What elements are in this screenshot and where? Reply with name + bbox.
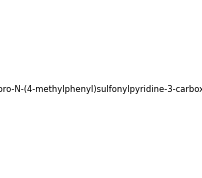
Text: 2-chloro-N-(4-methylphenyl)sulfonylpyridine-3-carboxamide: 2-chloro-N-(4-methylphenyl)sulfonylpyrid…	[0, 85, 202, 94]
